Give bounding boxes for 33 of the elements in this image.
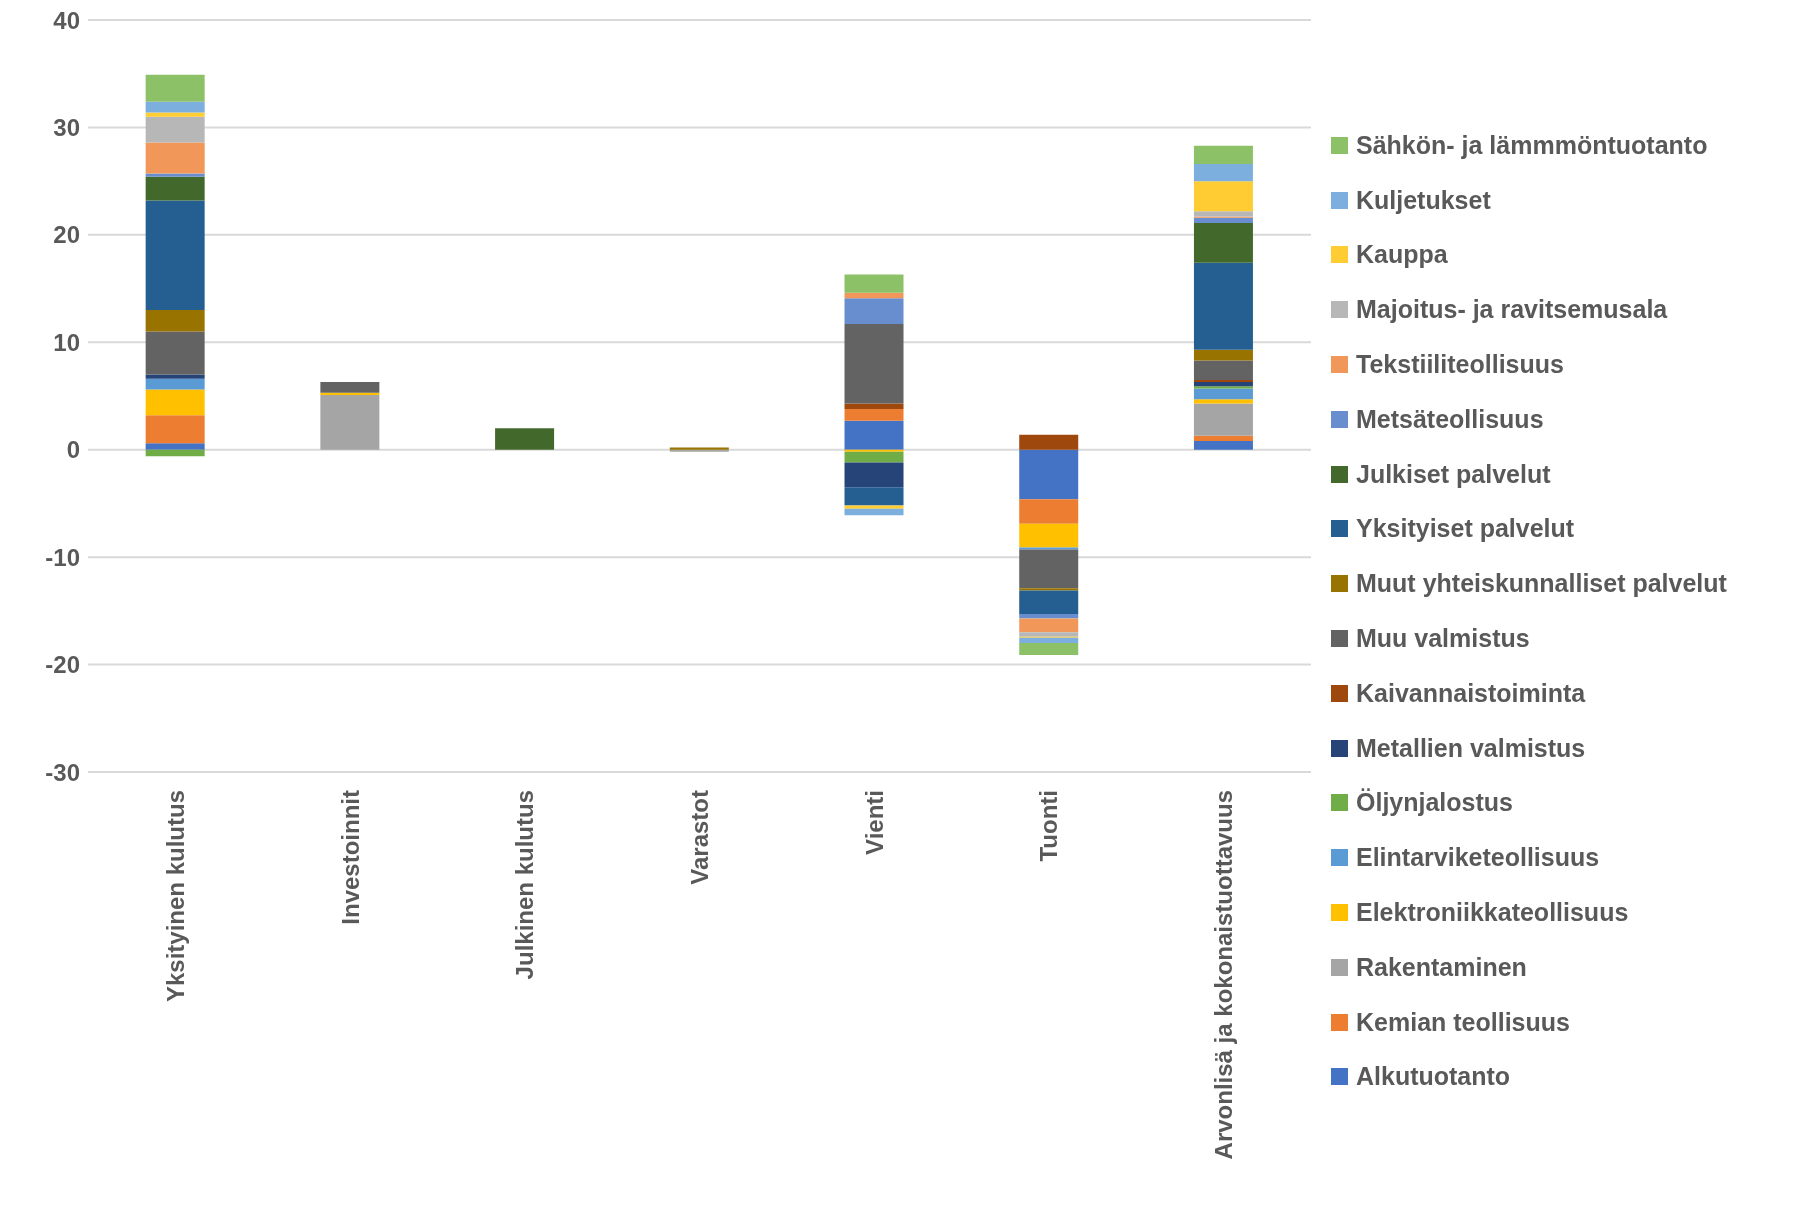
legend-label: Elektroniikkateollisuus — [1356, 898, 1629, 928]
y-tick-label: 30 — [53, 113, 80, 141]
y-tick-label: -30 — [45, 758, 80, 786]
y-tick-label: 20 — [53, 221, 80, 249]
legend-label: Kemian teollisuus — [1356, 1007, 1570, 1037]
y-tick-label: -10 — [45, 543, 80, 571]
legend-label: Kaivannaistoiminta — [1356, 678, 1586, 708]
legend-label: Metallien valmistus — [1356, 733, 1586, 763]
legend-label: Öljynjalostus — [1356, 788, 1513, 818]
legend-label: Yksityiset palvelut — [1356, 514, 1575, 544]
legend-label: Kuljetukset — [1356, 185, 1491, 215]
x-tick-label: Investoinnit — [336, 789, 364, 925]
legend-label: Sähkön- ja lämmmöntuotanto — [1356, 130, 1708, 160]
legend-label: Alkutuotanto — [1356, 1062, 1511, 1092]
y-tick-label: 10 — [53, 328, 80, 356]
legend-label: Muu valmistus — [1356, 624, 1530, 654]
x-tick-label: Julkinen kulutus — [511, 790, 539, 980]
legend-label: Metsäteollisuus — [1356, 404, 1544, 434]
legend-label: Tekstiiliteollisuus — [1356, 350, 1564, 380]
x-tick-label: Yksityinen kulutus — [161, 790, 189, 1003]
legend-label: Kauppa — [1356, 240, 1448, 270]
legend-label: Majoitus- ja ravitsemusala — [1356, 295, 1668, 325]
legend-label: Rakentaminen — [1356, 952, 1527, 982]
y-tick-label: 0 — [66, 436, 80, 464]
x-tick-label: Tuonti — [1035, 790, 1063, 862]
x-tick-label: Arvonlisä ja kokonaistuottavuus — [1210, 790, 1238, 1160]
legend-label: Muut yhteiskunnalliset palvelut — [1356, 569, 1727, 599]
x-tick-label: Varastot — [686, 790, 713, 885]
x-tick-label: Vienti — [860, 790, 888, 855]
legend-label: Elintarviketeollisuus — [1356, 843, 1600, 873]
y-tick-label: 40 — [53, 6, 80, 34]
y-tick-label: -20 — [45, 651, 80, 679]
legend-label: Julkiset palvelut — [1356, 459, 1551, 489]
